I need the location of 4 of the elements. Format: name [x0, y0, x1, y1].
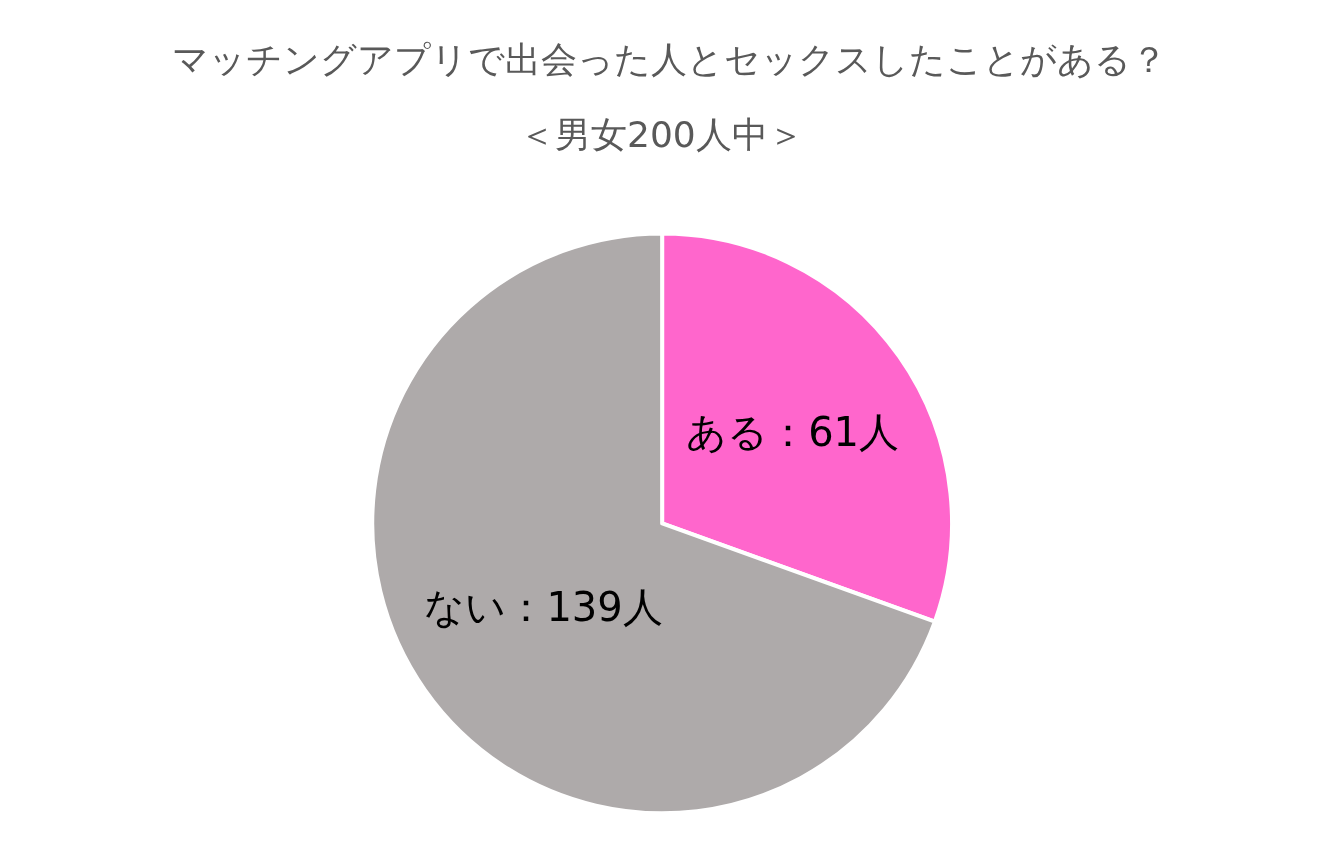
slice-label: ない：139人 — [424, 583, 663, 630]
slice-label: ある：61人 — [686, 408, 900, 455]
chart-title: マッチングアプリで出会った人とセックスしたことがある？ — [172, 39, 1167, 80]
chart-subtitle: ＜男女200人中＞ — [519, 114, 804, 155]
